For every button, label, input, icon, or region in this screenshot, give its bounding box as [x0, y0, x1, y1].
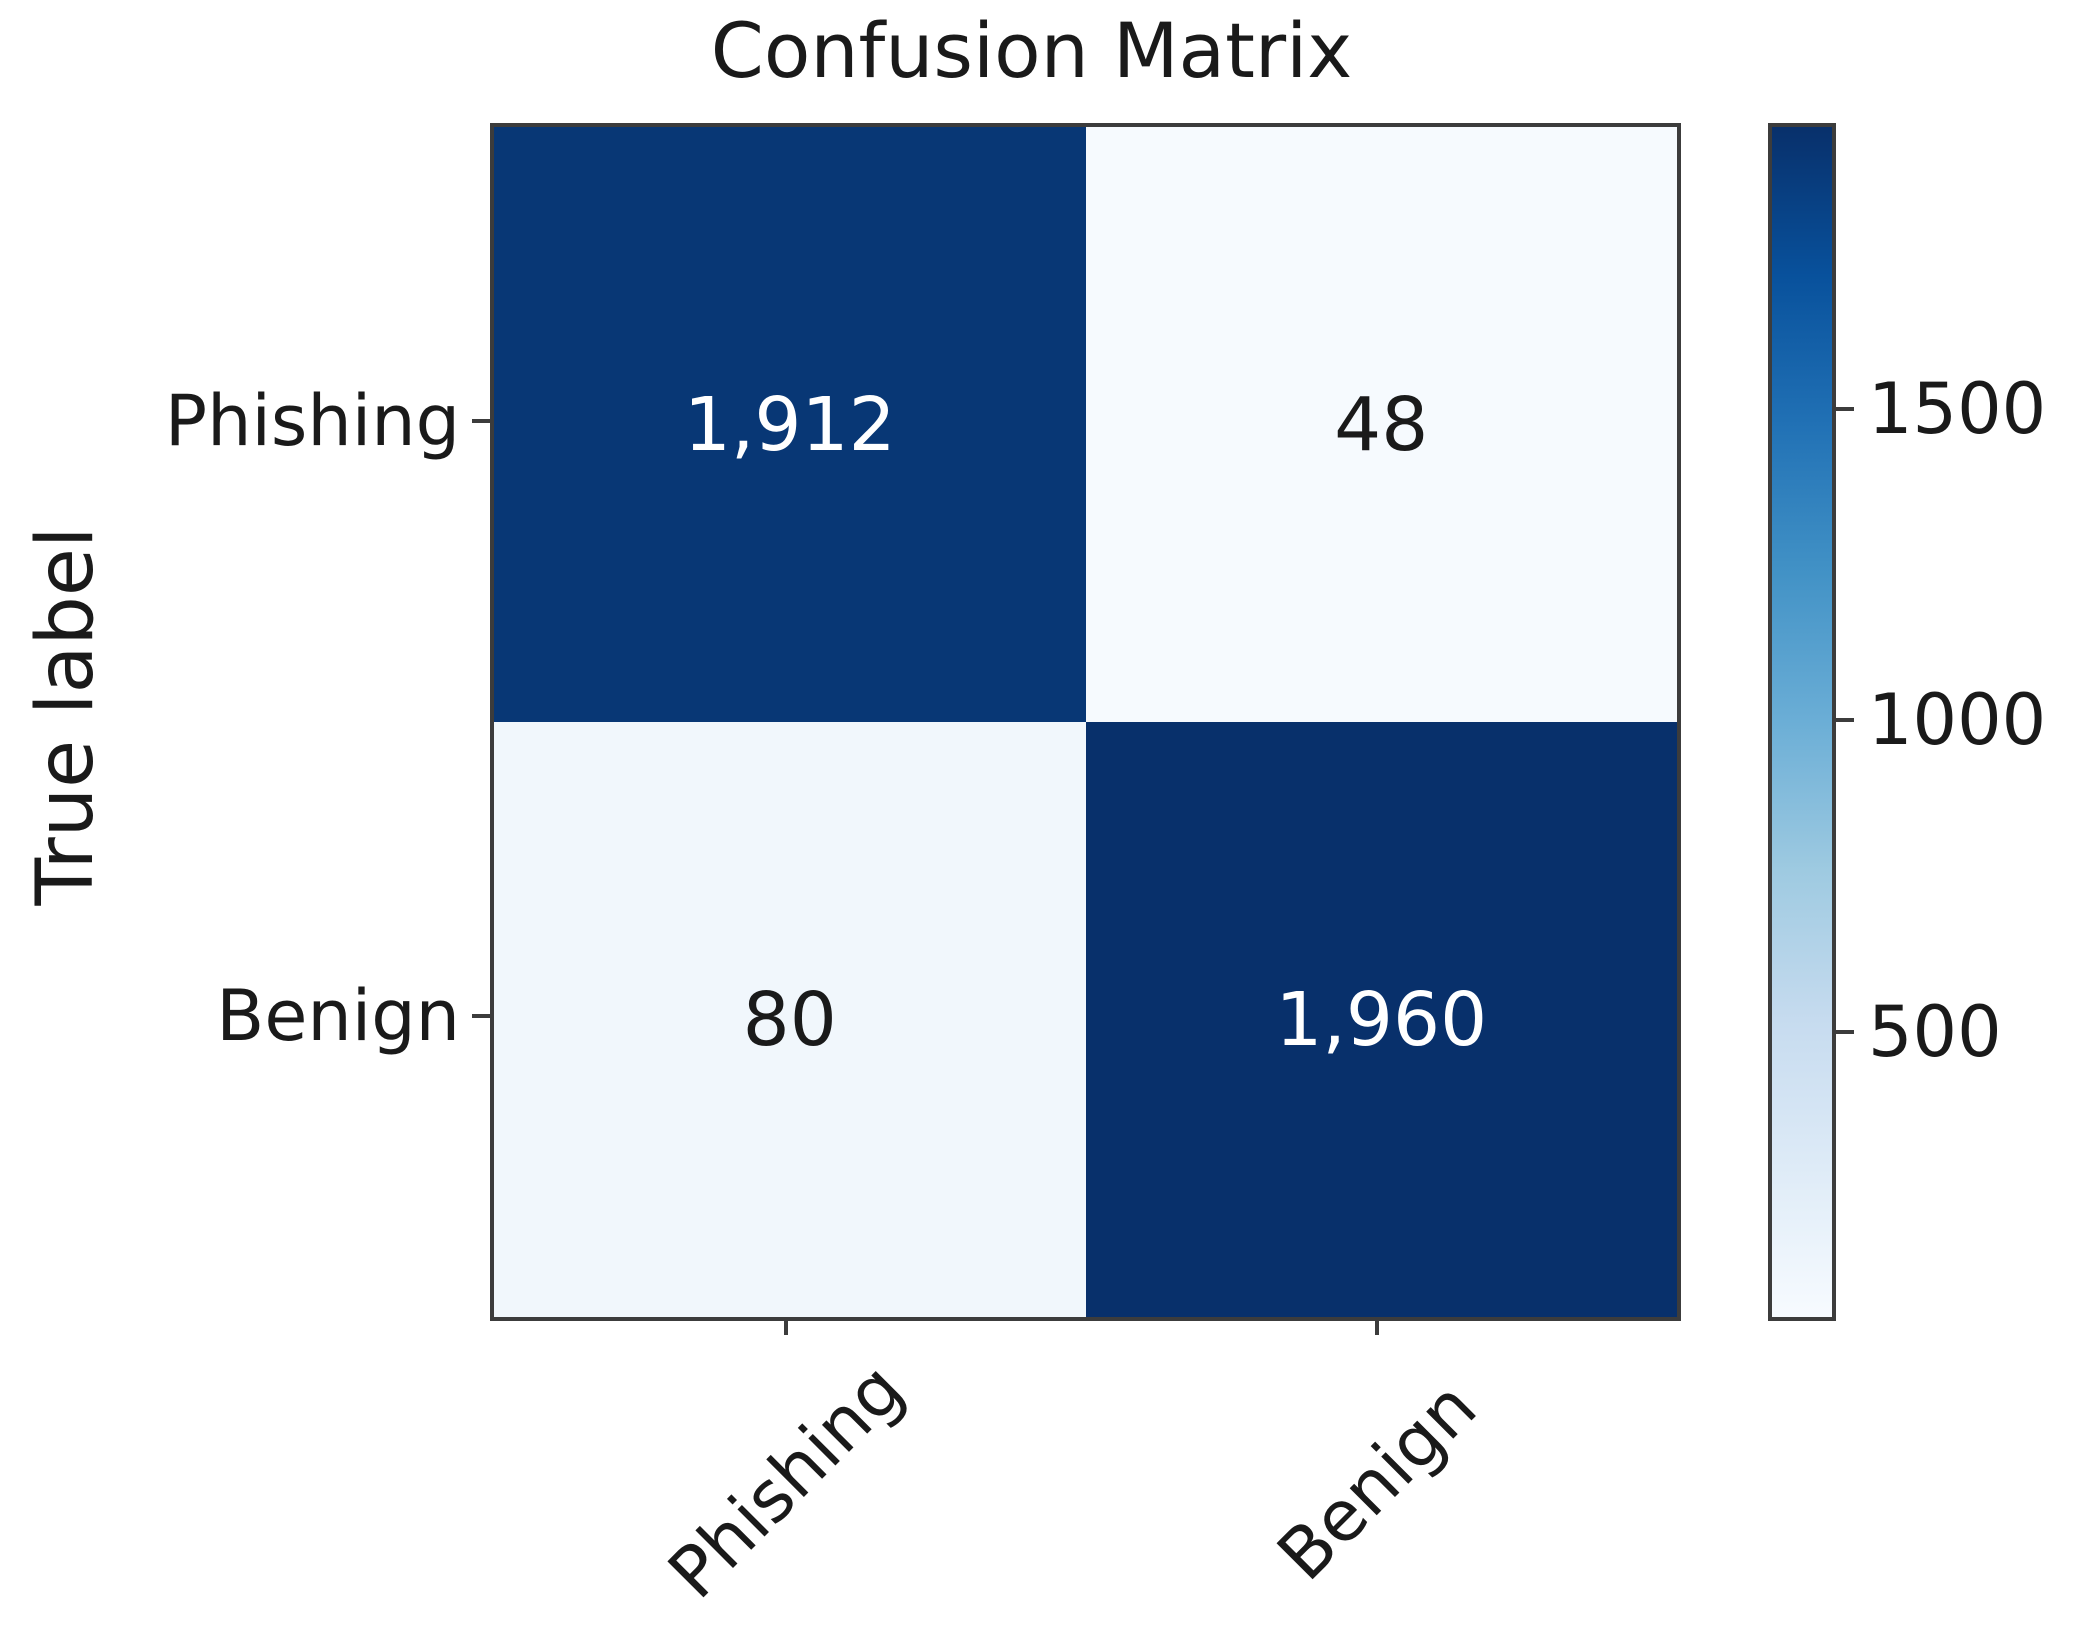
x-tick-mark	[1375, 1317, 1380, 1335]
y-axis-label: True label	[21, 526, 111, 906]
colorbar-tick-label: 1500	[1868, 368, 2047, 451]
y-tick-mark	[472, 418, 490, 423]
heatmap-cell: 1,912	[494, 127, 1086, 722]
x-tick-label: Phishing	[652, 1347, 920, 1615]
colorbar-gradient	[1772, 127, 1832, 1317]
heatmap-grid: 1,912 48 80 1,960	[490, 123, 1681, 1321]
cell-value: 80	[742, 976, 837, 1063]
y-tick-mark	[472, 1013, 490, 1018]
heatmap-cell: 48	[1085, 127, 1677, 722]
colorbar-tick-label: 1000	[1868, 679, 2047, 762]
colorbar	[1768, 123, 1836, 1321]
heatmap-cell: 80	[494, 722, 1086, 1317]
colorbar-tick-mark	[1836, 1029, 1854, 1034]
colorbar-tick-label: 500	[1868, 990, 2002, 1073]
x-tick-label: Benign	[1262, 1365, 1493, 1597]
y-tick-label: Benign	[216, 974, 460, 1057]
y-tick-label: Phishing	[164, 379, 460, 462]
heatmap-cell: 1,960	[1085, 722, 1677, 1317]
cell-value: 1,912	[683, 381, 896, 468]
cell-value: 1,960	[1275, 976, 1488, 1063]
colorbar-tick-mark	[1836, 718, 1854, 723]
cell-value: 48	[1334, 381, 1429, 468]
chart-title: Confusion Matrix	[710, 6, 1353, 95]
x-tick-mark	[783, 1317, 788, 1335]
colorbar-tick-mark	[1836, 407, 1854, 412]
